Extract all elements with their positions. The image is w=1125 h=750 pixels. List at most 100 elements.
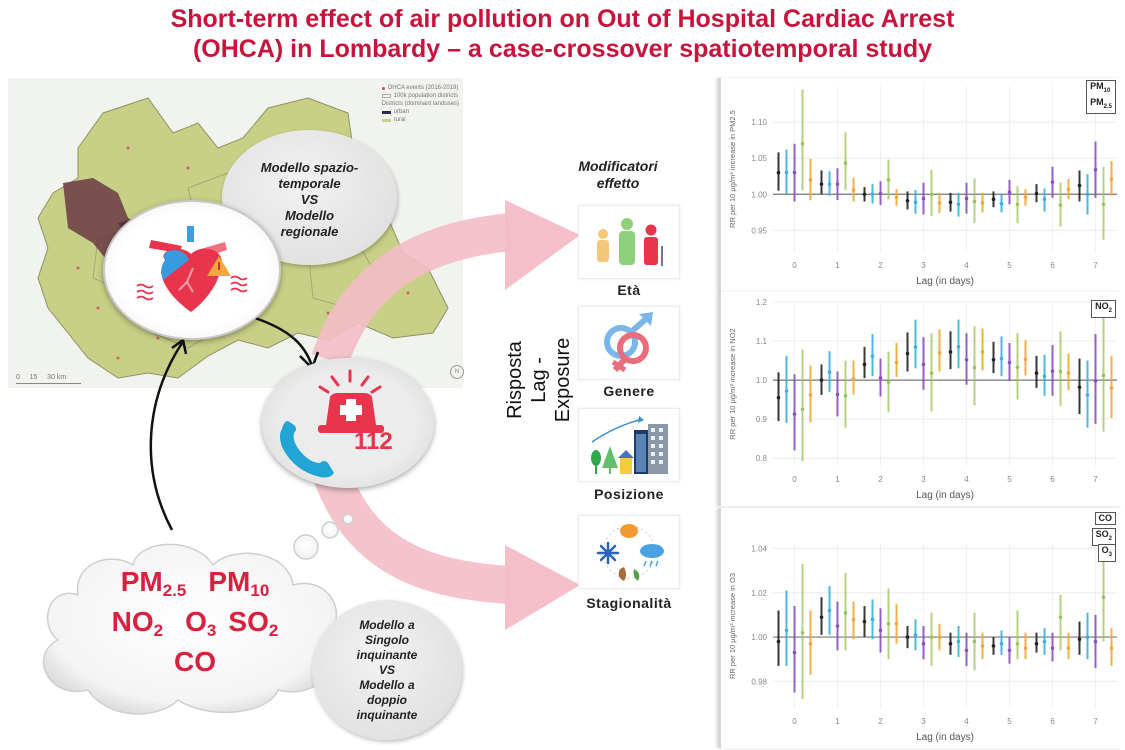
- single-vs-double-pollutant-bubble: Modello a Singolo inquinante VS Modello …: [312, 600, 462, 740]
- bubble-line: Modello a: [359, 677, 415, 692]
- chart-no2: 0.8 0.9 1.0 1.1 1.2 0 1 2 3 4 5 6 7 Lag (in days) RR p…: [718, 292, 1122, 506]
- chart-pm: 0.95 1.00 1.05 1.10 0 1 2 3 4 5 6 7 Lag (in days) RR …: [718, 78, 1122, 292]
- modifier-card-age: [578, 205, 680, 279]
- pollutant-o3: O3: [185, 606, 217, 640]
- bubble-line: regionale: [280, 223, 339, 239]
- urban-swatch: [381, 110, 391, 114]
- svg-text:Lag (in days): Lag (in days): [916, 276, 974, 287]
- svg-text:RR per 10 μg/m³ increase in PM: RR per 10 μg/m³ increase in PM2.5: [728, 110, 737, 228]
- legend-rural: rural: [393, 117, 406, 123]
- pollutant-co: CO: [174, 646, 216, 677]
- effect-modifiers-title: Modificatori effetto: [568, 158, 668, 192]
- legend-urban: urban: [393, 109, 409, 115]
- pollutant-thought-cloud: [42, 513, 354, 715]
- title-line-2: (OHCA) in Lombardy – a case-crossover sp…: [192, 35, 933, 63]
- bubble-line: Singolo: [364, 632, 409, 647]
- chart-tag-co: CO: [1094, 512, 1116, 525]
- page-title: Short-term effect of air pollution on Ou…: [0, 4, 1125, 64]
- svg-text:7: 7: [1093, 717, 1098, 726]
- age-groups-icon: [597, 218, 663, 266]
- svg-text:0.8: 0.8: [756, 454, 768, 463]
- svg-text:5: 5: [1007, 261, 1012, 270]
- chart-tag-o3: O3: [1097, 544, 1116, 562]
- svg-text:1.10: 1.10: [751, 118, 767, 127]
- district-outline-icon: [381, 94, 391, 98]
- modifier-card-seasonality: [578, 515, 680, 589]
- bubble-line: Modello: [284, 207, 335, 223]
- svg-text:1: 1: [835, 261, 840, 270]
- modifier-label-gender: Genere: [603, 383, 655, 399]
- svg-text:Lag (in days): Lag (in days): [916, 490, 974, 501]
- emergency-siren-phone-icon: [280, 369, 384, 478]
- svg-text:1.02: 1.02: [751, 589, 767, 598]
- legend-districts: 100k population districts: [393, 93, 458, 99]
- svg-text:Lag (in days): Lag (in days): [916, 732, 974, 743]
- pollutant-row-3: CO: [70, 642, 320, 682]
- svg-text:0: 0: [792, 475, 797, 484]
- svg-text:0: 0: [792, 261, 797, 270]
- chart-plot: 0.98 1.00 1.02 1.04 0 1 2 3 4 5 6 7 Lag (in days) RR …: [728, 544, 1117, 743]
- modifier-card-location: [578, 408, 680, 482]
- bubble-line: Modello spazio-: [260, 159, 359, 175]
- tag-pm25: PM2.5: [1090, 96, 1112, 110]
- response-label-line-2: Lag - Exposure: [528, 337, 574, 423]
- heart-attack-icon: [136, 226, 248, 312]
- svg-text:1.0: 1.0: [756, 376, 768, 385]
- chart-o3: 0.98 1.00 1.02 1.04 0 1 2 3 4 5 6 7 Lag (in days) RR …: [718, 508, 1122, 748]
- modifier-label-location: Posizione: [594, 486, 664, 502]
- svg-text:6: 6: [1050, 475, 1055, 484]
- pollutant-row-2: NO2 O3 SO2: [70, 602, 320, 642]
- svg-text:0.9: 0.9: [756, 415, 768, 424]
- bubble-line: inquinante: [356, 707, 418, 722]
- svg-text:RR per 10 μg/m³ increase in NO: RR per 10 μg/m³ increase in NO2: [728, 328, 737, 439]
- pollutant-pm10: PM10: [208, 566, 270, 600]
- modifier-card-gender: [578, 306, 680, 380]
- bubble-line: temporale: [278, 175, 341, 191]
- scale-label-30: 30 km: [47, 374, 67, 381]
- title-line-1: Short-term effect of air pollution on Ou…: [170, 5, 955, 33]
- pollutant-no2: NO2: [111, 606, 164, 640]
- event-dot-icon: [381, 86, 385, 90]
- svg-text:4: 4: [964, 475, 969, 484]
- pollutant-pm25: PM2.5: [120, 566, 187, 600]
- pollutant-row-1: PM2.5 PM10: [70, 562, 320, 602]
- chart-plot: 0.95 1.00 1.05 1.10 0 1 2 3 4 5 6 7 Lag (in days) RR …: [728, 86, 1117, 287]
- svg-text:2: 2: [878, 717, 883, 726]
- svg-text:7: 7: [1093, 261, 1098, 270]
- seasons-icon: [596, 524, 664, 581]
- gender-icon: [604, 312, 653, 373]
- tag-pm10: PM10: [1090, 81, 1111, 94]
- modifier-label-age: Età: [617, 282, 641, 298]
- emergency-call-circle: 112: [262, 358, 434, 488]
- response-label-line-1: Risposta: [504, 341, 526, 419]
- rural-swatch: [381, 118, 391, 122]
- scale-bar: 0 15 30 km: [16, 374, 81, 384]
- svg-text:1.2: 1.2: [756, 298, 768, 307]
- svg-text:1.1: 1.1: [756, 337, 768, 346]
- svg-text:1: 1: [835, 717, 840, 726]
- bubble-line: VS: [300, 191, 319, 207]
- pollutant-so2: SO2: [228, 606, 279, 640]
- emergency-number: 112: [354, 428, 393, 455]
- svg-text:3: 3: [921, 475, 926, 484]
- svg-text:RR per 10 μg/m³ increase in O3: RR per 10 μg/m³ increase in O3: [728, 573, 737, 679]
- svg-text:6: 6: [1050, 261, 1055, 270]
- legend-landuse-title: Districts (dominant landuses): [381, 101, 459, 107]
- scale-label-0: 0: [16, 374, 20, 381]
- svg-text:4: 4: [964, 717, 969, 726]
- svg-text:1.05: 1.05: [751, 154, 767, 163]
- north-arrow-icon: N: [450, 365, 464, 379]
- pollutant-list: PM2.5 PM10 NO2 O3 SO2 CO: [70, 562, 320, 682]
- legend-events: OHCA events (2016-2019): [387, 85, 459, 91]
- modifiers-title-line-1: Modificatori: [578, 158, 658, 174]
- scale-label-15: 15: [29, 374, 38, 381]
- svg-text:3: 3: [921, 261, 926, 270]
- chart-plot: 0.8 0.9 1.0 1.1 1.2 0 1 2 3 4 5 6 7 Lag (in days) RR p…: [728, 298, 1117, 501]
- svg-text:1.00: 1.00: [751, 190, 767, 199]
- svg-text:1.04: 1.04: [751, 544, 767, 553]
- svg-text:5: 5: [1007, 475, 1012, 484]
- svg-text:3: 3: [921, 717, 926, 726]
- svg-text:1: 1: [835, 475, 840, 484]
- svg-text:0.98: 0.98: [751, 677, 767, 686]
- chart-tag-pm: PM10 PM2.5: [1086, 80, 1116, 114]
